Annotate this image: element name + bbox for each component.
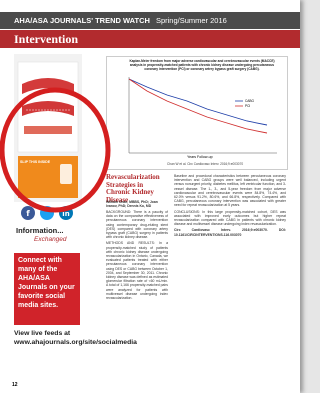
article-authors: William Chan, MBBS, PhD; Joan Ivanov, Ph… [106,200,168,208]
feeds-text: View live feeds at www.ahajournals.org/s… [14,330,84,347]
paragraph: BACKGROUND: There is a paucity of data o… [106,210,168,239]
page: AHA/ASA JOURNALS' TREND WATCH Spring/Summ… [0,0,300,393]
paragraph: Circ Cardiovasc Interv. 2016;9:e003070. … [174,228,286,236]
figure-citation: Chan W et al. Circ Cardiovasc Interv. 20… [167,162,243,166]
social-title: Information... [16,226,64,235]
social-icons: f in [20,205,76,221]
connect-box: Connect with many of the AHA/ASA Journal… [14,253,80,325]
km-plot [107,57,287,169]
figure: Kaplan-Meier freedom from major adverse … [106,56,288,170]
paragraph: METHODS AND RESULTS: In a propensity-mat… [106,241,168,300]
column-1: BACKGROUND: There is a paucity of data o… [106,210,168,370]
legend-entry: PCI [245,104,250,108]
header-bar: AHA/ASA JOURNALS' TREND WATCH Spring/Summ… [0,12,300,29]
section-banner: Intervention [0,30,300,48]
paragraph: CONCLUSIONS: In this large propensity-ma… [174,210,286,227]
ad-art [14,54,82,202]
svg-text:in: in [62,210,69,218]
journal-name: AHA/ASA JOURNALS' TREND WATCH [14,16,150,25]
ad-caption: SLIP THIS INSIDE [20,160,58,164]
column-2: Baseline and procedural characteristics … [174,174,286,370]
x-axis-label: Years Follow-up [187,155,213,159]
svg-text:f: f [26,209,30,218]
legend-entry: CABG [245,99,254,103]
social-subtitle: Exchanged [34,236,67,243]
section-title: Intervention [14,32,78,46]
page-number: 12 [12,382,18,388]
issue: Spring/Summer 2016 [156,16,227,25]
paragraph: Baseline and procedural characteristics … [174,174,286,208]
ad-panel: SLIP THIS INSIDE [14,54,82,202]
